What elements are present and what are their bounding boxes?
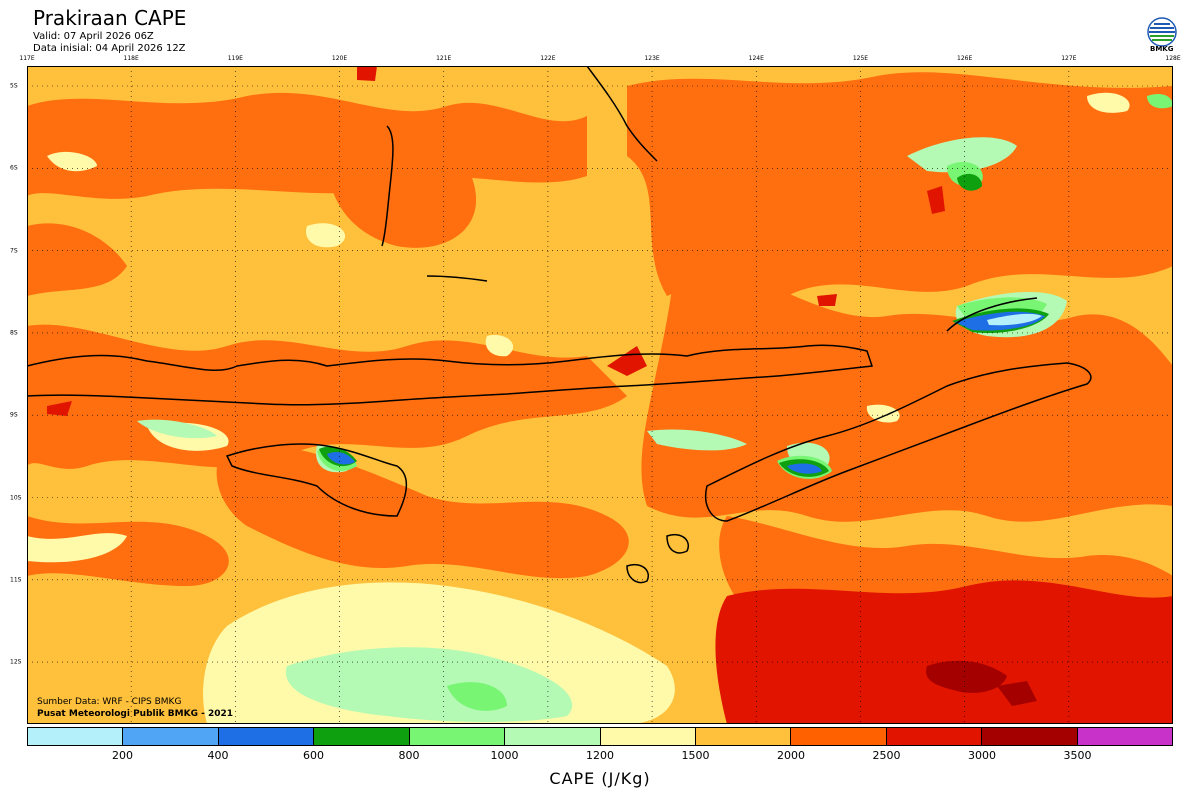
logo-label: BMKG (1150, 45, 1174, 53)
coastlines (27, 66, 1092, 584)
colorbar-swatch (28, 728, 124, 745)
colorbar-swatch (695, 728, 792, 745)
lat-label: 6S (10, 164, 18, 172)
lon-label: 127E (1061, 55, 1077, 62)
colorbar-title: CAPE (J/Kg) (549, 769, 651, 788)
data-source-credit: Sumber Data: WRF - CIPS BMKG (37, 697, 182, 707)
init-time: Data inisial: 04 April 2026 12Z (33, 43, 186, 54)
colorbar-tick-label: 600 (303, 749, 324, 762)
lon-label: 123E (644, 55, 660, 62)
lat-label: 5S (10, 82, 18, 90)
lat-label: 9S (10, 411, 18, 419)
lat-label: 10S (10, 494, 22, 501)
colorbar-swatch (505, 728, 601, 745)
colorbar-tick-label: 200 (112, 749, 133, 762)
cape-3000-3500-areas (926, 660, 1037, 706)
lon-label: 120E (331, 55, 348, 62)
colorbar-tick-label: 800 (398, 749, 420, 762)
lat-label: 11S (10, 576, 22, 584)
colorbar-swatch (982, 728, 1078, 745)
lon-label: 128E (1165, 55, 1181, 62)
colorbar-swatch (218, 728, 315, 745)
lat-label: 7S (10, 247, 18, 255)
colorbar-tick-label: 1200 (586, 749, 614, 762)
colorbar-tick-label: 400 (207, 749, 229, 762)
lon-label: 124E (748, 55, 764, 62)
colorbar-swatch (409, 728, 506, 745)
colorbar-swatch (123, 728, 219, 745)
cape-map (27, 66, 1173, 724)
valid-time: Valid: 07 April 2026 06Z (33, 31, 154, 42)
map-title: Prakiraan CAPE (33, 6, 187, 30)
colorbar-swatch (314, 728, 410, 745)
bmkg-logo-icon (1147, 17, 1177, 47)
colorbar-swatch (600, 728, 696, 745)
lon-label: 122E (540, 55, 556, 62)
lon-label: 119E (227, 55, 243, 62)
colorbar-tick-label: 2500 (872, 749, 901, 762)
institution-credit: Pusat Meteorologi Publik BMKG - 2021 (37, 709, 234, 719)
graticule (27, 66, 1173, 724)
colorbar-tick-label: 2000 (777, 749, 805, 762)
cape-2000-2500-areas (27, 72, 1173, 634)
lon-label: 125E (852, 55, 869, 62)
colorbar-swatch (1077, 728, 1173, 745)
colorbar-tick-label: 1500 (681, 749, 710, 762)
lon-label: 126E (957, 55, 973, 62)
lon-label: 118E (123, 55, 139, 62)
colorbar (27, 727, 1173, 746)
lat-label: 8S (10, 329, 18, 337)
lat-label: 12S (10, 658, 22, 666)
colorbar-tick-label: 3500 (1063, 749, 1092, 762)
colorbar-tick-label: 1000 (490, 749, 519, 762)
colorbar-swatch (791, 728, 887, 745)
colorbar-tick-label: 3000 (968, 749, 996, 762)
cape-200-400-areas (987, 313, 1042, 326)
colorbar-swatch (886, 728, 983, 745)
lon-label: 121E (436, 55, 452, 62)
lon-label: 117E (19, 55, 35, 62)
